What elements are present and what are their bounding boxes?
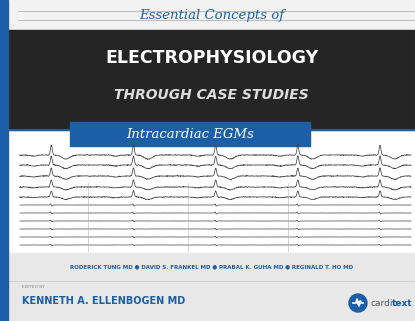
Text: cardio: cardio	[370, 299, 398, 308]
Text: Intracardiac EGMs: Intracardiac EGMs	[126, 127, 254, 141]
Text: RODERICK TUNG MD ● DAVID S. FRANKEL MD ● PRABAL K. GUHA MD ● REGINALD T. HO MD: RODERICK TUNG MD ● DAVID S. FRANKEL MD ●…	[70, 265, 353, 270]
Bar	[8, 30, 415, 130]
Text: KENNETH A. ELLENBOGEN MD: KENNETH A. ELLENBOGEN MD	[22, 296, 185, 306]
Circle shape	[349, 294, 367, 312]
Text: THROUGH CASE STUDIES: THROUGH CASE STUDIES	[114, 88, 309, 102]
Text: text: text	[392, 299, 413, 308]
Bar	[0, 0, 8, 321]
Text: EDITED BY: EDITED BY	[22, 285, 45, 289]
Text: ♥: ♥	[354, 299, 362, 308]
Text: ELECTROPHYSIOLOGY: ELECTROPHYSIOLOGY	[105, 49, 318, 67]
Bar	[8, 0, 415, 30]
Bar	[8, 143, 415, 251]
Bar	[8, 253, 415, 321]
Text: Essential Concepts of: Essential Concepts of	[139, 8, 284, 22]
Bar	[70, 122, 310, 146]
